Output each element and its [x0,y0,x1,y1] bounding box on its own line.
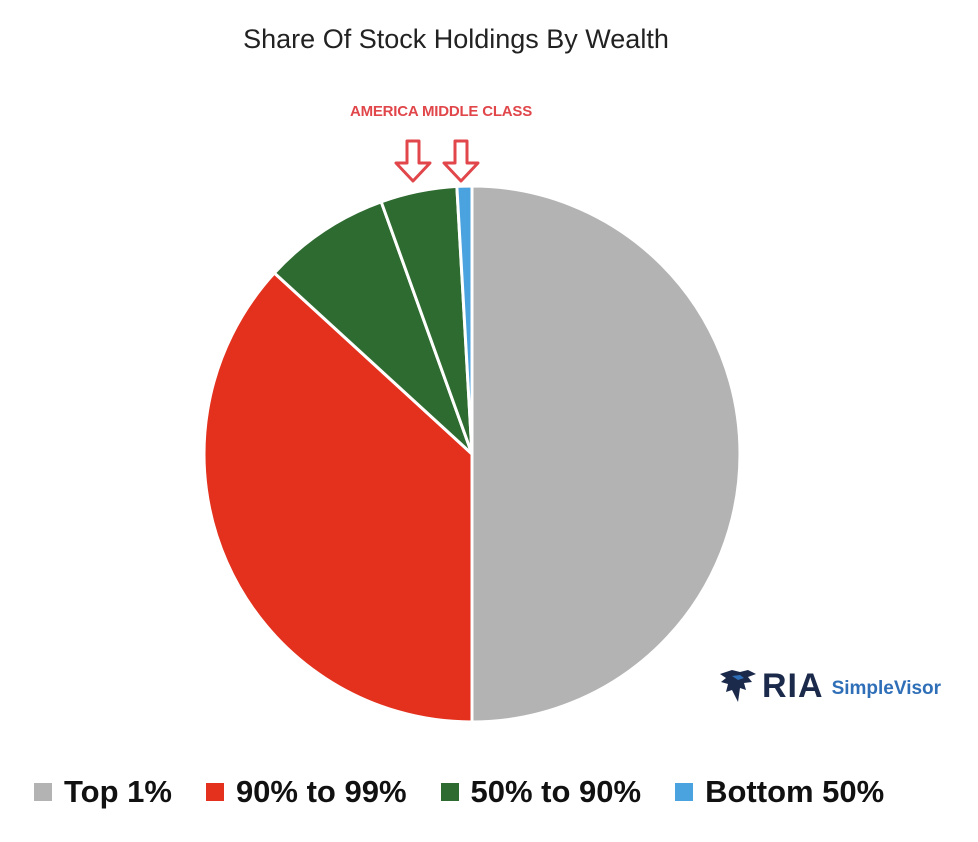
legend: Top 1% 90% to 99% 50% to 90% Bottom 50% [34,770,954,814]
legend-label: 50% to 90% [470,774,642,809]
legend-swatch [440,783,459,801]
legend-swatch [675,783,694,801]
legend-swatch [205,783,224,801]
ria-simplevisor-logo: RIA SimpleVisor [718,666,968,706]
pie-slice-bottom-50 [455,184,474,456]
eagle-icon [720,670,756,702]
legend-swatch [34,783,52,801]
chart-title: Share Of Stock Holdings By Wealth [243,24,669,54]
middle-class-annotation: AMERICA MIDDLE CLASS [349,103,533,120]
legend-item: 50% to 90% [440,774,642,810]
pie-slice-50-to-90 [272,200,474,456]
pie-slice-90-to-99 [202,271,474,724]
down-arrow-icon [394,139,432,183]
legend-label: Top 1% [64,774,172,809]
legend-label: Bottom 50% [705,774,885,809]
down-arrow-icon [442,139,480,183]
legend-item: Top 1% [34,774,172,810]
legend-item: Bottom 50% [675,774,884,810]
pie-slice-top-1 [470,184,742,724]
logo-subtitle: SimpleVisor [831,678,942,699]
legend-label: 90% to 99% [235,774,407,809]
legend-item: 90% to 99% [205,774,407,810]
logo-name: RIA [762,666,824,705]
